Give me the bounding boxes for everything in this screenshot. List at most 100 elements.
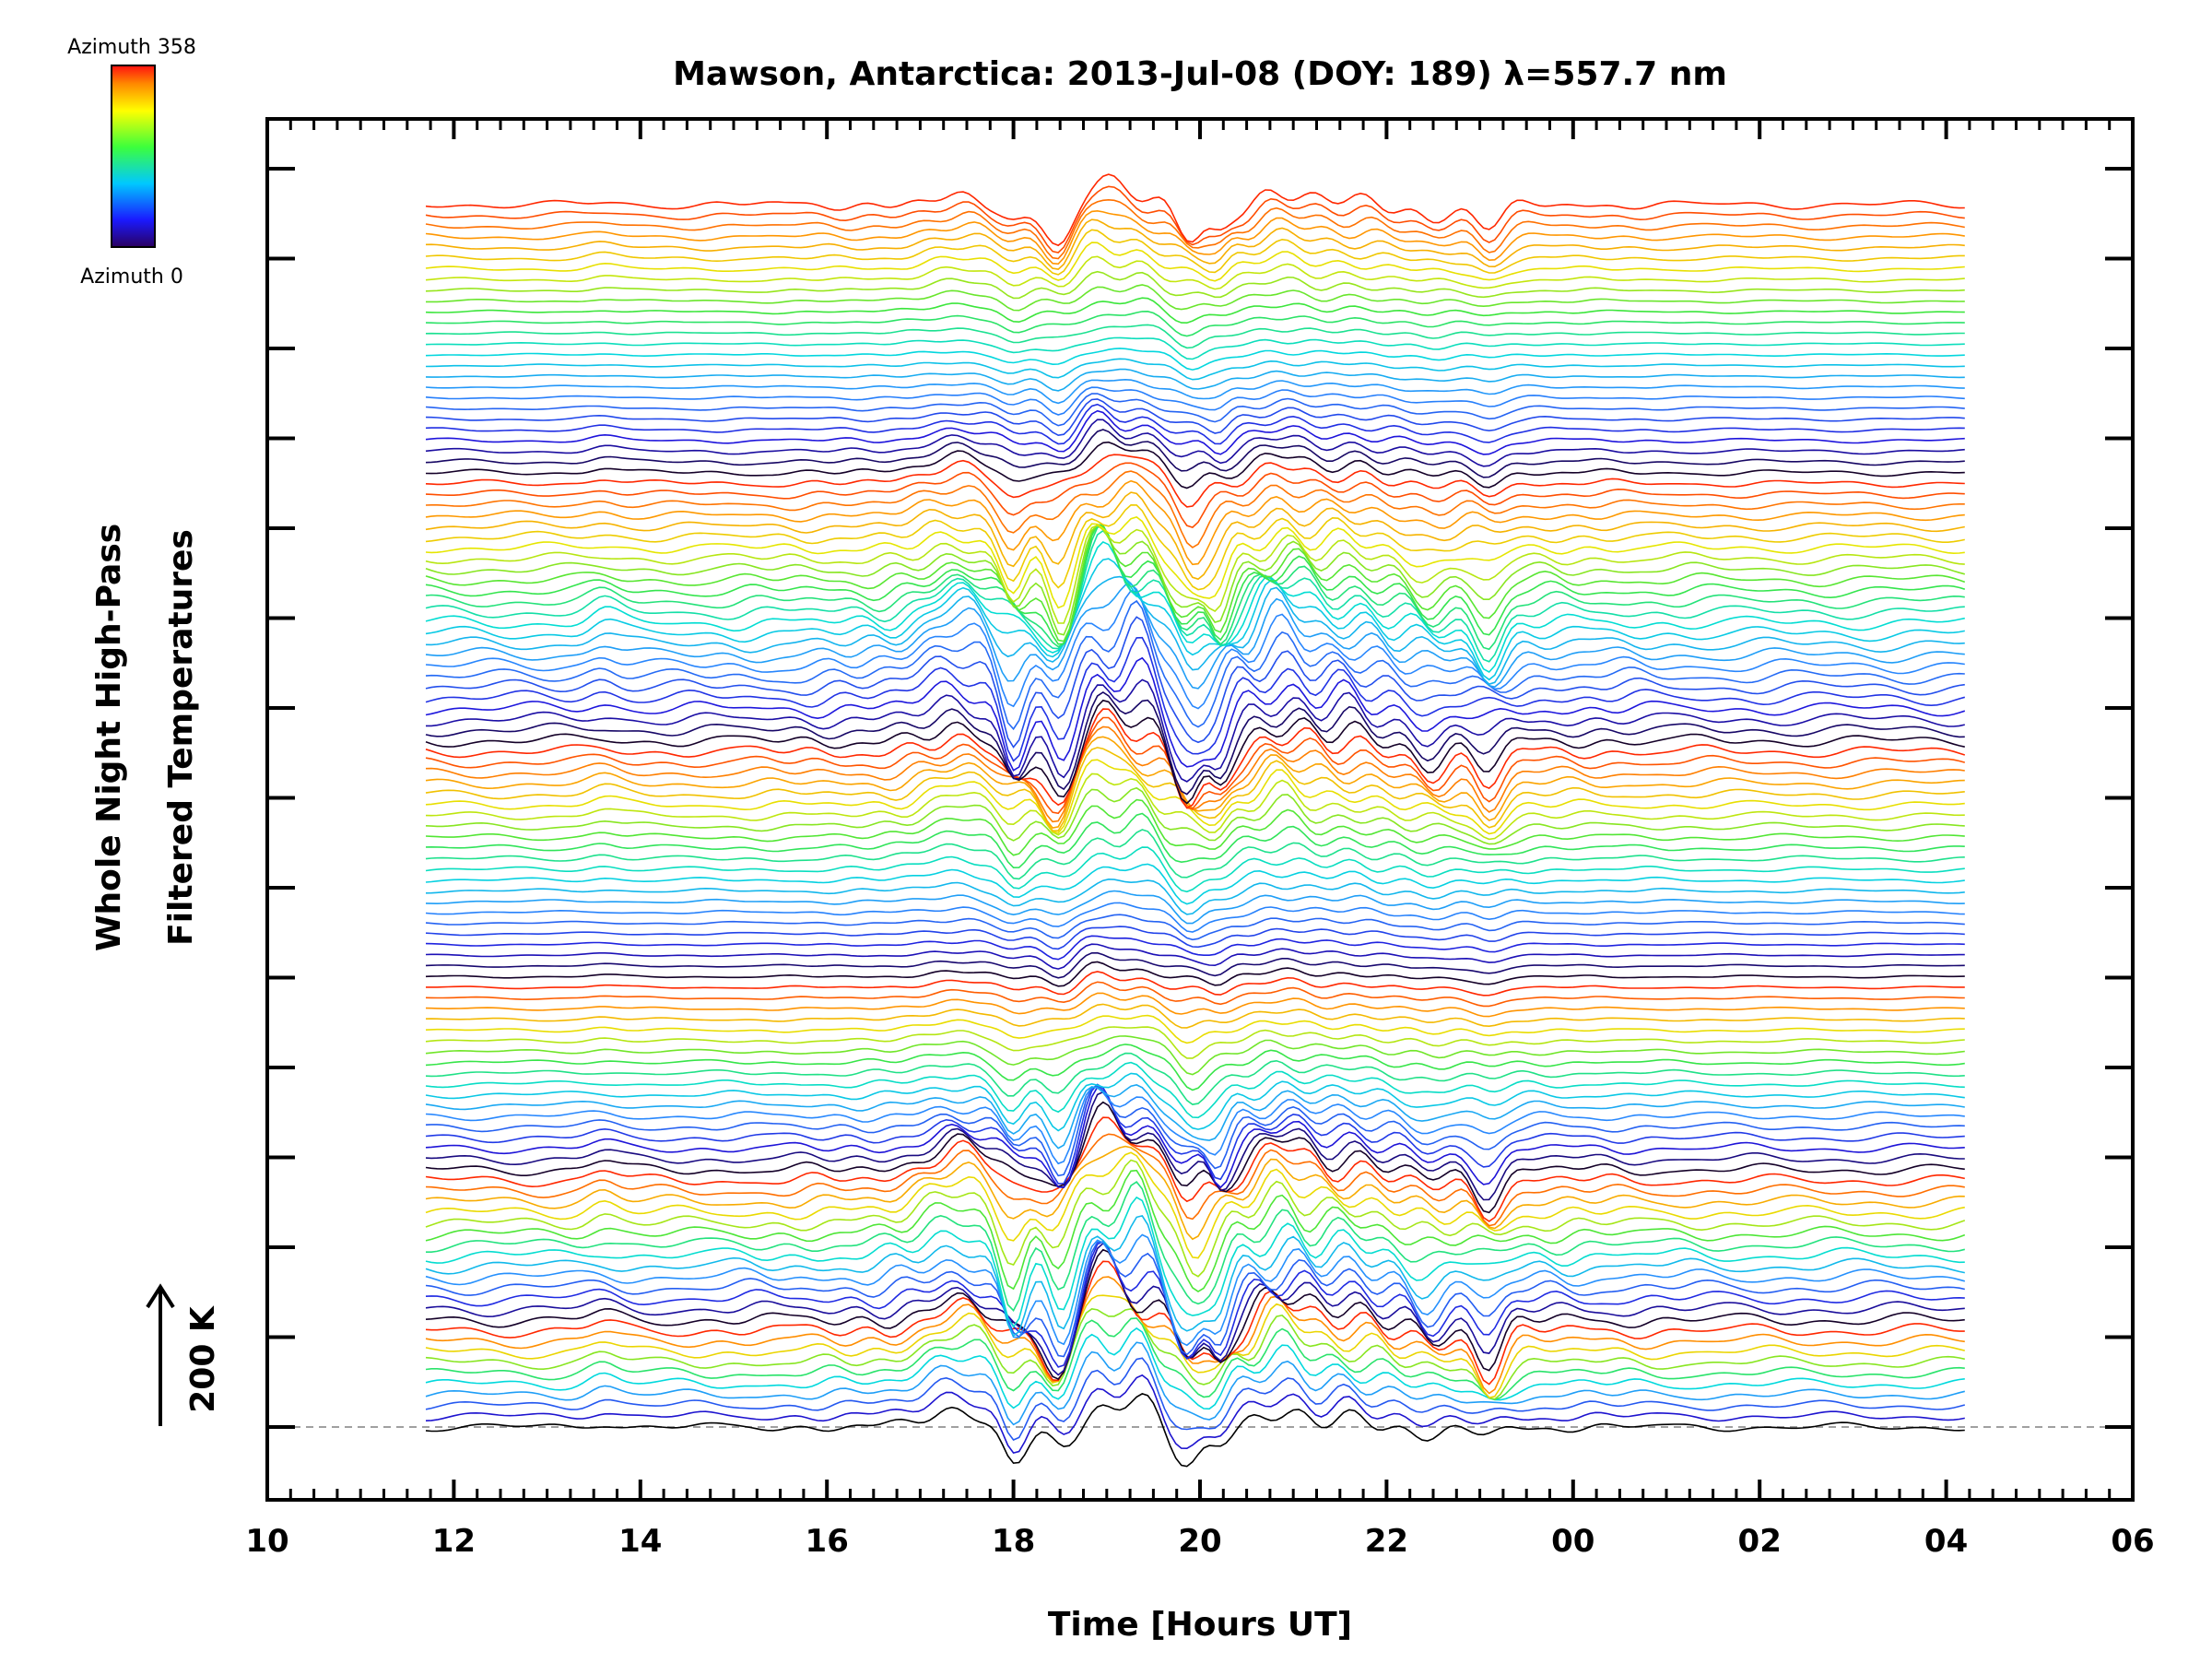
temperature-trace — [425, 1003, 1965, 1029]
temperature-trace — [425, 616, 1965, 749]
temperature-trace — [425, 386, 1965, 416]
temperature-trace — [425, 1159, 1966, 1278]
colorbar: Azimuth 358 Azimuth 0 — [67, 36, 196, 289]
temperature-trace — [425, 1091, 1965, 1201]
temperature-trace — [425, 1101, 1965, 1214]
temperature-trace — [425, 890, 1965, 925]
temperature-trace — [425, 229, 1965, 276]
temperature-trace — [425, 524, 1966, 636]
temperature-trace — [425, 1393, 1965, 1468]
temperature-trace — [425, 1084, 1965, 1150]
temperature-trace — [425, 1151, 1965, 1259]
temperature-trace — [425, 242, 1965, 282]
temperature-trace — [425, 636, 1966, 762]
temperature-trace — [425, 173, 1965, 247]
temperature-trace — [425, 1241, 1965, 1358]
temperature-trace — [425, 1242, 1965, 1376]
temperature-trace — [425, 310, 1965, 337]
temperature-trace — [425, 759, 1965, 835]
scale-bar: 200 K — [146, 1283, 222, 1426]
temperature-trace — [425, 529, 1965, 663]
temperature-trace — [425, 1276, 1965, 1395]
temperature-trace — [425, 878, 1965, 915]
temperature-trace — [425, 1083, 1965, 1185]
temperature-trace — [425, 1084, 1965, 1177]
temperature-trace — [425, 1307, 1965, 1400]
temperature-trace — [425, 708, 1966, 809]
temperature-trace — [425, 1233, 1966, 1347]
temperature-trace — [425, 812, 1965, 869]
temperature-trace — [425, 503, 1965, 591]
temperature-trace — [425, 185, 1965, 254]
x-tick-label: 00 — [1551, 1523, 1594, 1560]
scale-arrowhead — [146, 1283, 175, 1309]
temperature-trace — [425, 398, 1965, 437]
chart-title: Mawson, Antarctica: 2013-Jul-08 (DOY: 18… — [673, 55, 1727, 93]
x-tick-label: 18 — [992, 1523, 1035, 1560]
x-tick-label: 10 — [245, 1523, 288, 1560]
temperature-trace — [425, 1052, 1965, 1105]
temperature-trace — [425, 358, 1965, 381]
temperature-trace — [425, 1086, 1965, 1189]
x-tick-labels: 10 12 14 16 18 20 22 00 02 04 06 — [245, 1523, 2154, 1560]
temperature-trace — [425, 470, 1965, 548]
temperature-trace — [425, 575, 1965, 686]
x-tick-label: 16 — [806, 1523, 849, 1560]
trace-group — [425, 173, 1966, 1468]
temperature-trace — [425, 525, 1965, 651]
temperature-trace — [425, 1035, 1965, 1076]
y-axis-title-line1: Whole Night High-Pass — [90, 524, 128, 951]
temperature-trace — [425, 691, 1965, 796]
temperature-trace — [426, 678, 1965, 783]
temperature-trace — [425, 336, 1965, 360]
temperature-trace — [425, 1116, 1965, 1222]
temperature-trace — [426, 971, 1965, 997]
temperature-trace — [425, 992, 1965, 1018]
temperature-trace — [425, 441, 1965, 489]
temperature-trace — [425, 479, 1965, 566]
temperature-trace — [425, 462, 1965, 529]
temperature-trace — [425, 1014, 1965, 1044]
temperature-trace — [425, 1327, 1965, 1410]
colorbar-bottom-label: Azimuth 0 — [80, 265, 183, 289]
temperature-trace — [425, 409, 1965, 455]
x-tick-label: 04 — [1924, 1523, 1968, 1560]
x-tick-label: 06 — [2111, 1523, 2154, 1560]
temperature-trace — [425, 589, 1965, 710]
temperature-trace — [425, 218, 1965, 270]
temperature-trace — [425, 297, 1965, 324]
temperature-trace — [425, 1196, 1965, 1328]
temperature-trace — [425, 951, 1965, 979]
temperature-trace — [425, 1294, 1965, 1398]
temperature-trace — [425, 419, 1965, 467]
temperature-trace — [425, 981, 1965, 1008]
temperature-trace — [425, 1214, 1965, 1338]
x-axis-title: Time [Hours UT] — [1048, 1606, 1352, 1644]
temperature-trace — [425, 1044, 1965, 1091]
temperature-trace — [425, 725, 1965, 823]
temperature-trace — [425, 1317, 1965, 1400]
temperature-trace — [425, 524, 1966, 645]
temperature-trace — [425, 1341, 1965, 1426]
temperature-trace — [425, 699, 1965, 805]
temperature-trace — [425, 926, 1965, 950]
temperature-trace — [425, 1169, 1966, 1292]
temperature-trace — [425, 798, 1965, 856]
temperature-trace — [425, 324, 1965, 349]
temperature-trace — [425, 829, 1965, 880]
temperature-trace — [426, 1181, 1965, 1312]
x-tick-label: 14 — [618, 1523, 662, 1560]
temperature-trace — [425, 516, 1965, 609]
temperature-trace — [425, 656, 1966, 772]
temperature-trace — [425, 368, 1965, 392]
temperature-trace — [425, 773, 1965, 841]
temperature-trace — [425, 1145, 1965, 1241]
temperature-trace — [425, 1357, 1966, 1441]
temperature-trace — [425, 429, 1965, 478]
temperature-trace — [425, 902, 1965, 933]
axis-ticks — [265, 119, 2135, 1500]
temperature-trace — [425, 348, 1965, 371]
temperature-trace — [425, 935, 1965, 961]
